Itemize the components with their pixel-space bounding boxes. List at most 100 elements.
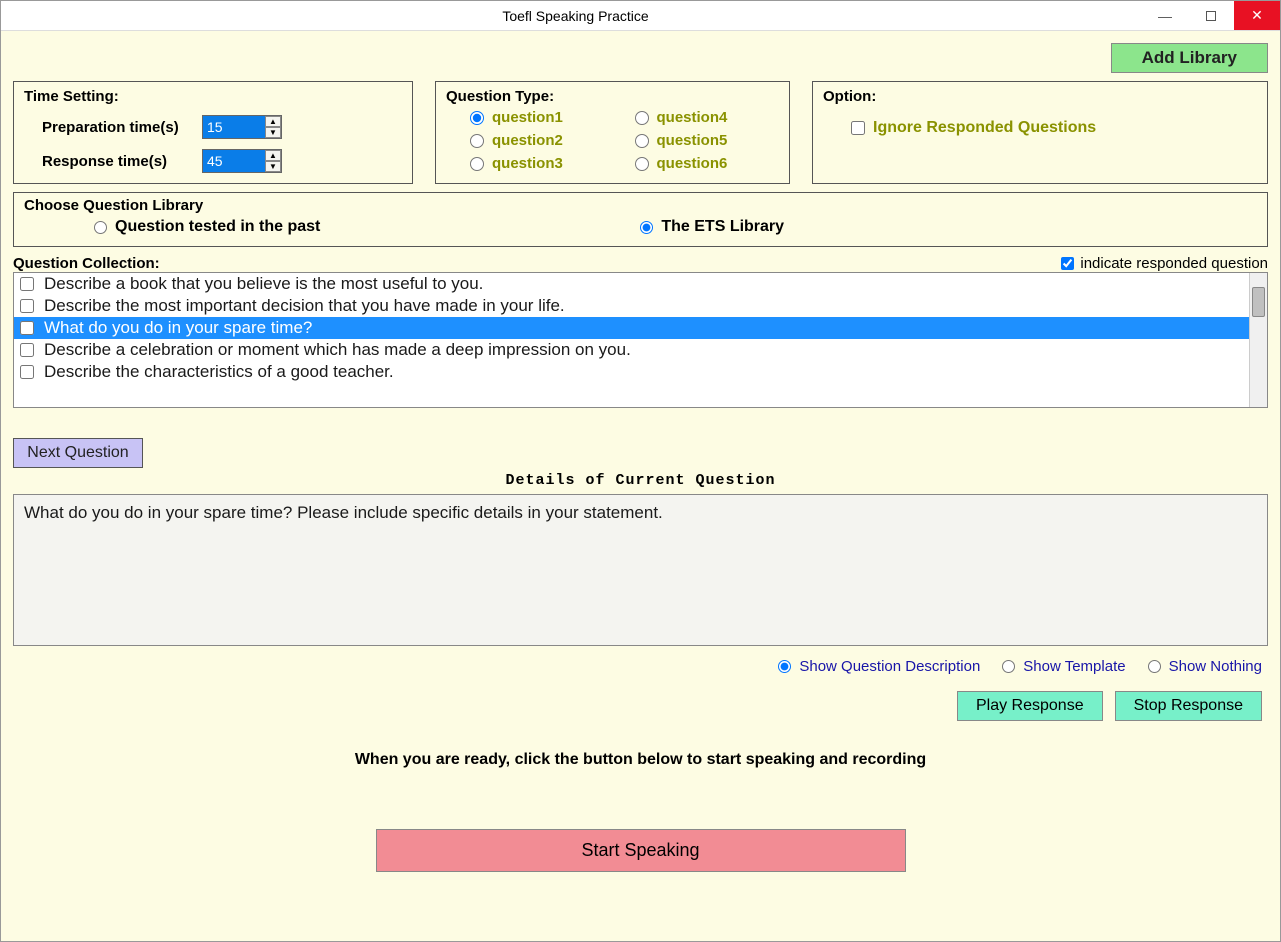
qt-option-2[interactable]: question2 xyxy=(470,132,615,149)
prep-time-row: Preparation time(s) ▲ ▼ xyxy=(42,115,402,139)
resp-spin-up[interactable]: ▲ xyxy=(265,150,281,161)
add-library-row: Add Library xyxy=(13,43,1268,73)
qt-option-4[interactable]: question4 xyxy=(635,109,780,126)
details-title: Details of Current Question xyxy=(13,472,1268,489)
show-nothing-radio[interactable] xyxy=(1148,660,1161,673)
qt-label-5: question5 xyxy=(657,132,728,149)
show-description-label: Show Question Description xyxy=(799,658,980,675)
resp-time-label: Response time(s) xyxy=(42,153,202,170)
qt-label-1: question1 xyxy=(492,109,563,126)
response-buttons-row: Play Response Stop Response xyxy=(13,691,1262,721)
resp-time-input[interactable] xyxy=(203,150,265,172)
window-buttons: — ✕ xyxy=(1142,1,1280,30)
library-past-label: Question tested in the past xyxy=(115,218,320,236)
library-ets-radio[interactable] xyxy=(640,221,653,234)
question-type-group: Question Type: question1 question4 quest… xyxy=(435,81,790,184)
time-setting-legend: Time Setting: xyxy=(24,88,402,105)
list-item-checkbox[interactable] xyxy=(20,299,34,313)
list-scrollbar[interactable] xyxy=(1249,273,1267,407)
qt-option-3[interactable]: question3 xyxy=(470,155,615,172)
qt-radio-4[interactable] xyxy=(635,111,649,125)
qt-radio-2[interactable] xyxy=(470,134,484,148)
minimize-icon: — xyxy=(1158,8,1172,24)
qt-label-2: question2 xyxy=(492,132,563,149)
titlebar: Toefl Speaking Practice — ✕ xyxy=(1,1,1280,31)
show-description-radio[interactable] xyxy=(778,660,791,673)
list-item[interactable]: Describe the most important decision tha… xyxy=(14,295,1249,317)
show-template-option[interactable]: Show Template xyxy=(1002,658,1125,675)
question-type-legend: Question Type: xyxy=(446,88,779,105)
show-description-option[interactable]: Show Question Description xyxy=(778,658,980,675)
qt-radio-1[interactable] xyxy=(470,111,484,125)
resp-spin-down[interactable]: ▼ xyxy=(265,161,281,172)
qt-radio-6[interactable] xyxy=(635,157,649,171)
collection-header: Question Collection: indicate responded … xyxy=(13,255,1268,272)
play-response-button[interactable]: Play Response xyxy=(957,691,1103,721)
start-speaking-button[interactable]: Start Speaking xyxy=(376,829,906,872)
stop-response-button[interactable]: Stop Response xyxy=(1115,691,1262,721)
ignore-responded-checkbox[interactable] xyxy=(851,121,865,135)
qt-option-6[interactable]: question6 xyxy=(635,155,780,172)
next-question-button[interactable]: Next Question xyxy=(13,438,143,468)
list-item-text: Describe the most important decision tha… xyxy=(44,296,565,316)
scroll-thumb[interactable] xyxy=(1252,287,1265,317)
library-legend: Choose Question Library xyxy=(24,197,1257,214)
list-item-text: Describe a book that you believe is the … xyxy=(44,274,483,294)
collection-title: Question Collection: xyxy=(13,255,1061,272)
minimize-button[interactable]: — xyxy=(1142,1,1188,30)
details-text: What do you do in your spare time? Pleas… xyxy=(24,503,663,522)
maximize-button[interactable] xyxy=(1188,1,1234,30)
list-item-checkbox[interactable] xyxy=(20,365,34,379)
ignore-responded-row[interactable]: Ignore Responded Questions xyxy=(851,119,1257,137)
time-setting-group: Time Setting: Preparation time(s) ▲ ▼ Re… xyxy=(13,81,413,184)
start-row: Start Speaking xyxy=(13,829,1268,872)
resp-spin: ▲ ▼ xyxy=(265,150,281,172)
indicate-responded-checkbox[interactable] xyxy=(1061,257,1074,270)
list-item-text: Describe a celebration or moment which h… xyxy=(44,340,631,360)
resp-time-row: Response time(s) ▲ ▼ xyxy=(42,149,402,173)
prep-time-input[interactable] xyxy=(203,116,265,138)
prep-spin: ▲ ▼ xyxy=(265,116,281,138)
prep-spin-up[interactable]: ▲ xyxy=(265,116,281,127)
ready-text: When you are ready, click the button bel… xyxy=(13,751,1268,769)
option-group: Option: Ignore Responded Questions xyxy=(812,81,1268,184)
library-radios: Question tested in the past The ETS Libr… xyxy=(94,218,1257,236)
show-nothing-label: Show Nothing xyxy=(1169,658,1262,675)
list-item[interactable]: What do you do in your spare time? xyxy=(14,317,1249,339)
library-past-option[interactable]: Question tested in the past xyxy=(94,218,320,236)
list-item-text: What do you do in your spare time? xyxy=(44,318,312,338)
question-list[interactable]: Describe a book that you believe is the … xyxy=(14,273,1249,407)
qt-radio-3[interactable] xyxy=(470,157,484,171)
qt-label-3: question3 xyxy=(492,155,563,172)
indicate-responded-row[interactable]: indicate responded question xyxy=(1061,255,1268,272)
qt-option-1[interactable]: question1 xyxy=(470,109,615,126)
list-item-checkbox[interactable] xyxy=(20,343,34,357)
prep-time-spinner: ▲ ▼ xyxy=(202,115,282,139)
indicate-responded-label: indicate responded question xyxy=(1080,255,1268,272)
list-item[interactable]: Describe the characteristics of a good t… xyxy=(14,361,1249,383)
qt-option-5[interactable]: question5 xyxy=(635,132,780,149)
prep-time-label: Preparation time(s) xyxy=(42,119,202,136)
library-ets-option[interactable]: The ETS Library xyxy=(640,218,784,236)
list-item-checkbox[interactable] xyxy=(20,277,34,291)
show-nothing-option[interactable]: Show Nothing xyxy=(1148,658,1262,675)
list-item[interactable]: Describe a book that you believe is the … xyxy=(14,273,1249,295)
prep-spin-down[interactable]: ▼ xyxy=(265,127,281,138)
show-template-radio[interactable] xyxy=(1002,660,1015,673)
library-past-radio[interactable] xyxy=(94,221,107,234)
app-window: Toefl Speaking Practice — ✕ Add Library … xyxy=(0,0,1281,942)
list-item[interactable]: Describe a celebration or moment which h… xyxy=(14,339,1249,361)
top-settings-row: Time Setting: Preparation time(s) ▲ ▼ Re… xyxy=(13,81,1268,184)
ignore-responded-label: Ignore Responded Questions xyxy=(873,119,1096,137)
close-button[interactable]: ✕ xyxy=(1234,1,1280,30)
resp-time-spinner: ▲ ▼ xyxy=(202,149,282,173)
question-type-grid: question1 question4 question2 question5 … xyxy=(470,109,779,172)
qt-radio-5[interactable] xyxy=(635,134,649,148)
list-item-checkbox[interactable] xyxy=(20,321,34,335)
question-list-container: Describe a book that you believe is the … xyxy=(13,272,1268,408)
maximize-icon xyxy=(1206,11,1216,21)
window-title: Toefl Speaking Practice xyxy=(9,8,1142,24)
qt-label-4: question4 xyxy=(657,109,728,126)
add-library-button[interactable]: Add Library xyxy=(1111,43,1268,73)
option-legend: Option: xyxy=(823,88,1257,105)
